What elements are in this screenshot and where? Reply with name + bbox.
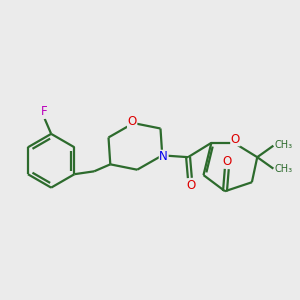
Text: N: N (159, 150, 168, 163)
Text: F: F (41, 105, 47, 118)
Text: O: O (222, 154, 231, 168)
Text: O: O (128, 115, 137, 128)
Text: O: O (231, 133, 240, 146)
Text: CH₃: CH₃ (274, 164, 292, 174)
Text: CH₃: CH₃ (274, 140, 292, 150)
Text: O: O (186, 179, 195, 192)
